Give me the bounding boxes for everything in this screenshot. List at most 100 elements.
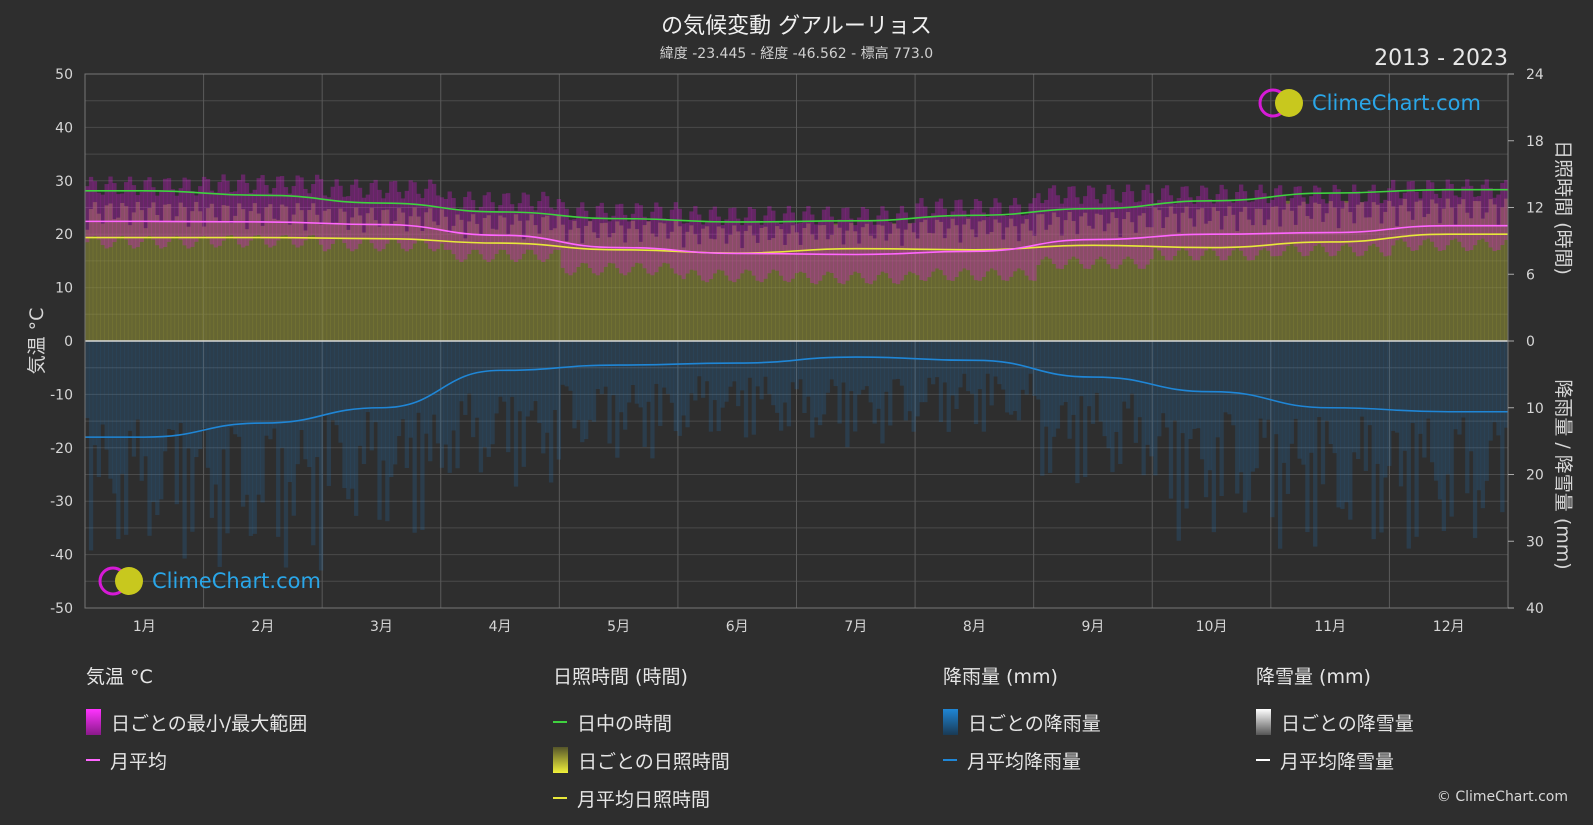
logo-bottom[interactable]: ClimeChart.com xyxy=(96,564,321,598)
rain-bar xyxy=(205,341,211,468)
temp-range-bar xyxy=(1336,189,1341,252)
sunshine-bar xyxy=(201,226,207,341)
rain-bar xyxy=(1371,341,1376,540)
temp-range-bar xyxy=(1484,179,1489,242)
sunshine-bar xyxy=(1344,200,1349,341)
temp-range-bar xyxy=(1453,195,1458,239)
rain-bar xyxy=(104,341,109,450)
logo-top[interactable]: ClimeChart.com xyxy=(1256,86,1481,120)
temp-range-bar xyxy=(1094,199,1100,260)
temp-range-bar xyxy=(525,194,530,250)
sunshine-bar xyxy=(1262,225,1267,341)
rain-bar xyxy=(1219,341,1224,496)
temp-range-bar xyxy=(1001,214,1006,281)
sunshine-bar xyxy=(1383,211,1388,341)
rain-bar xyxy=(989,341,994,406)
temp-range-bar xyxy=(291,186,296,245)
rain-bar xyxy=(650,341,655,459)
sunshine-bar xyxy=(1266,219,1271,341)
rain-bar xyxy=(1426,341,1431,419)
temp-range-bar xyxy=(782,213,788,281)
sunshine-bar xyxy=(1059,235,1064,341)
sunshine-bar xyxy=(1336,228,1341,341)
rain-bar xyxy=(1203,341,1209,498)
rain-bar xyxy=(1227,341,1232,415)
temp-range-bar xyxy=(1270,199,1275,257)
sunshine-bar xyxy=(1293,224,1298,341)
sunshine-bar xyxy=(1172,213,1178,341)
sunshine-bar xyxy=(817,225,823,341)
temp-range-bar xyxy=(92,181,98,236)
sunshine-bar xyxy=(568,229,573,341)
temp-range-bar xyxy=(985,216,990,272)
rain-bar xyxy=(1324,341,1330,421)
rain-bar xyxy=(1172,341,1178,421)
temp-range-bar xyxy=(334,179,339,240)
temp-range-bar xyxy=(693,206,698,271)
rain-bar xyxy=(1141,341,1146,476)
temp-range-bar xyxy=(580,202,585,263)
rain-bar xyxy=(642,341,647,447)
sunshine-bar xyxy=(439,209,445,341)
sunshine-bar xyxy=(810,234,815,341)
x-tick-label: 6月 xyxy=(726,619,749,635)
temp-range-bar xyxy=(233,191,238,239)
temp-range-bar xyxy=(478,206,484,255)
sunshine-bar xyxy=(950,218,955,341)
rain-bar xyxy=(771,341,776,406)
sunshine-bar xyxy=(927,232,932,341)
rain-bar xyxy=(1274,341,1279,435)
temp-range-bar xyxy=(1071,186,1076,257)
rain-bar xyxy=(248,341,254,536)
temp-range-bar xyxy=(346,196,351,249)
rain-bar xyxy=(732,341,737,382)
rain-bar xyxy=(1063,341,1068,403)
temp-range-bar xyxy=(1172,203,1178,256)
temp-range-bar xyxy=(958,199,963,272)
sunshine-bar xyxy=(428,208,433,341)
sunshine-bar xyxy=(1184,206,1189,341)
sunshine-bar xyxy=(1067,211,1072,341)
rain-bar xyxy=(747,341,753,378)
sunshine-bar xyxy=(311,203,316,341)
temp-range-bar xyxy=(182,177,187,246)
rain-bar xyxy=(899,341,905,386)
temp-range-bar xyxy=(1352,184,1357,253)
sunshine-bar xyxy=(318,224,324,341)
temp-range-bar xyxy=(915,203,920,276)
sunshine-bar xyxy=(1270,206,1275,341)
temp-range-bar xyxy=(817,221,823,281)
rain-bar xyxy=(1149,341,1154,457)
temp-range-bar xyxy=(151,187,156,240)
sunshine-bar xyxy=(408,216,413,341)
rain-bar xyxy=(1211,341,1217,533)
rain-bar xyxy=(198,341,203,449)
rain-bar xyxy=(494,341,499,414)
temp-range-bar xyxy=(584,210,589,264)
temp-range-bar xyxy=(1223,189,1228,261)
temp-range-bar xyxy=(1313,185,1318,246)
rain-bar xyxy=(868,341,873,403)
rain-bar xyxy=(786,341,792,427)
sunshine-bar xyxy=(396,208,402,341)
rain-bar xyxy=(545,341,550,433)
sunshine-bar xyxy=(771,238,776,341)
rain-bar xyxy=(1157,341,1162,437)
rain-bar xyxy=(365,341,370,413)
temp-range-bar xyxy=(311,183,316,236)
sunshine-bar xyxy=(322,210,328,341)
sunshine-bar xyxy=(1355,204,1361,341)
sunshine-bar xyxy=(240,209,246,341)
temp-range-bar xyxy=(1238,184,1244,251)
temp-range-bar xyxy=(1398,198,1404,239)
rain-bar xyxy=(1461,341,1466,418)
rain-bar xyxy=(623,341,628,430)
series-line xyxy=(85,233,1508,254)
rain-bar xyxy=(892,341,897,380)
rain-bar xyxy=(1320,341,1326,485)
sunshine-bar xyxy=(291,214,296,341)
legend-item: 月平均降雨量 xyxy=(943,741,1101,779)
sunshine-bar xyxy=(178,202,183,341)
rain-bar xyxy=(778,341,784,431)
sunshine-bar xyxy=(1012,226,1018,341)
